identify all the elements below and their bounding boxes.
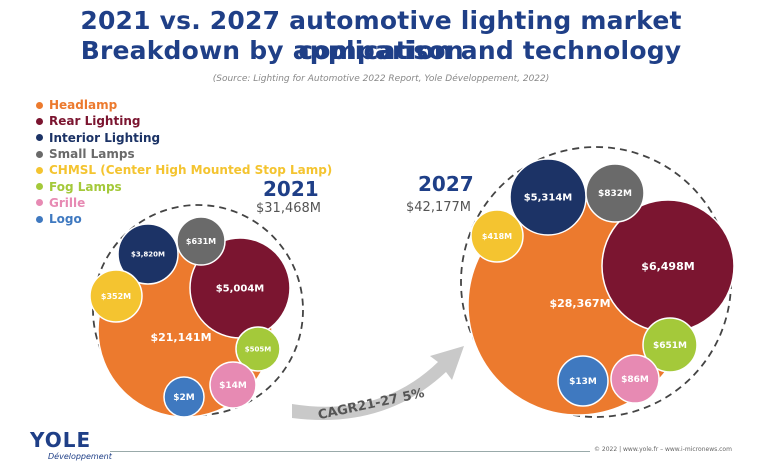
- value-label-interior-2021: $3,820M: [131, 250, 165, 258]
- legend-label: CHMSL (Center High Mounted Stop Lamp): [49, 163, 333, 178]
- value-label-fog-2027: $651M: [653, 341, 687, 351]
- value-label-grille-2027: $86M: [621, 375, 649, 385]
- legend-swatch: [36, 150, 43, 158]
- legend-item: CHMSL (Center High Mounted Stop Lamp): [36, 162, 332, 178]
- chart-title-line2: Breakdown by application and technology: [80, 36, 682, 65]
- value-label-small-2027: $832M: [598, 189, 632, 199]
- legend-swatch: [36, 215, 43, 223]
- bubble-interior-2021: [117, 223, 179, 285]
- legend-item: Grille: [36, 195, 332, 211]
- total-label-2027: $42,177M: [406, 200, 471, 215]
- value-label-logo-2021: $2M: [173, 393, 195, 403]
- value-label-small-2021: $631M: [186, 237, 216, 246]
- value-label-chmsl-2027: $418M: [482, 232, 512, 241]
- legend-swatch: [36, 183, 43, 191]
- legend-label: Small Lamps: [49, 147, 135, 162]
- value-label-grille-2021: $14M: [219, 381, 247, 391]
- legend-swatch: [36, 117, 43, 125]
- legend-item: Headlamp: [36, 97, 332, 113]
- year-label-2021: 2021: [263, 177, 319, 201]
- legend-swatch: [36, 101, 43, 109]
- chart-title-line1: 2021 vs. 2027 automotive lighting market…: [80, 6, 682, 65]
- legend-item: Logo: [36, 211, 332, 227]
- legend-item: Rear Lighting: [36, 113, 332, 129]
- legend-item: Interior Lighting: [36, 130, 332, 146]
- bubble-small-2027: [585, 163, 645, 223]
- value-label-interior-2027: $5,314M: [524, 193, 573, 204]
- legend-label: Rear Lighting: [49, 114, 141, 129]
- value-label-rear-2021: $5,004M: [216, 284, 265, 295]
- legend-label: Interior Lighting: [49, 130, 161, 145]
- growth-arrow: [292, 346, 464, 421]
- bubble-small-2021: [176, 216, 226, 266]
- bubble-fog-2021: [235, 326, 281, 372]
- value-label-headlamp-2021: $21,141M: [150, 331, 211, 344]
- footer-copyright: © 2022 | www.yole.fr – www.i-micronews.c…: [594, 446, 732, 453]
- cagr-annotation: CAGR21-27 5%: [317, 386, 426, 423]
- source-note: (Source: Lighting for Automotive 2022 Re…: [212, 74, 550, 84]
- year-label-2027: 2027: [418, 172, 474, 196]
- value-label-chmsl-2021: $352M: [101, 292, 131, 301]
- bubble-grille-2021: [209, 361, 257, 409]
- bubble-logo-2021: [163, 376, 205, 418]
- legend-item: Small Lamps: [36, 146, 332, 162]
- bubble-logo-2027: [557, 355, 609, 407]
- legend-label: Fog Lamps: [49, 179, 122, 194]
- value-label-headlamp-2027: $28,367M: [549, 297, 610, 310]
- bubble-fog-2027: [642, 317, 698, 373]
- value-label-fog-2021: $505M: [245, 345, 271, 353]
- bubble-chmsl-2027: [470, 209, 524, 263]
- legend-swatch: [36, 134, 43, 142]
- value-label-rear-2027: $6,498M: [641, 260, 694, 273]
- yole-logo: YOLE: [30, 428, 92, 452]
- footer-divider: [110, 451, 590, 452]
- legend-label: Headlamp: [49, 98, 118, 113]
- outer-boundary-2021: [92, 204, 304, 416]
- legend: Headlamp Rear Lighting Interior Lighting Sm…: [36, 97, 332, 227]
- bubble-chmsl-2021: [89, 269, 143, 323]
- legend-swatch: [36, 199, 43, 207]
- legend-swatch: [36, 166, 43, 174]
- bubble-grille-2027: [610, 354, 660, 404]
- legend-item: Fog Lamps: [36, 178, 332, 194]
- legend-label: Logo: [49, 212, 82, 227]
- yole-logo-sub: Développement: [48, 452, 112, 461]
- value-label-logo-2027: $13M: [569, 377, 597, 387]
- legend-label: Grille: [49, 195, 86, 210]
- total-label-2021: $31,468M: [256, 201, 321, 216]
